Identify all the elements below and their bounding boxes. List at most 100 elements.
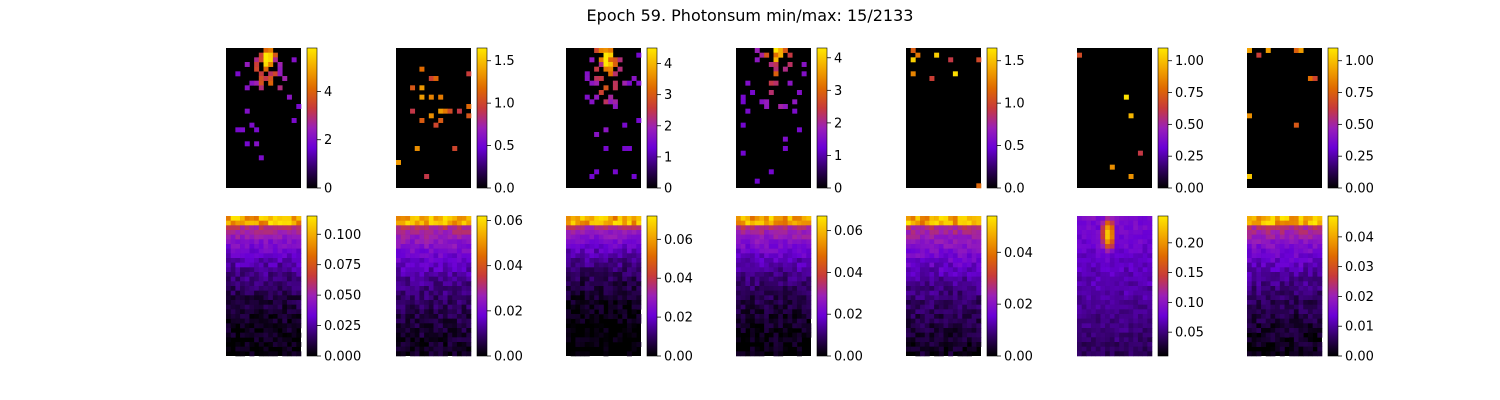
heatmap-cell [736, 318, 741, 324]
heatmap-cell [570, 248, 576, 254]
heatmap-cell [584, 248, 590, 254]
heatmap-cell [1256, 262, 1262, 268]
heatmap-cell [254, 286, 260, 291]
heatmap-cell [566, 328, 571, 333]
heatmap-cell [277, 234, 283, 240]
heatmap-cell [442, 295, 448, 301]
heatmap-cell [1114, 300, 1120, 305]
heatmap-cell [626, 290, 632, 296]
heatmap-cell [1279, 216, 1285, 221]
heatmap-cell [580, 276, 586, 282]
heatmap-cell [1105, 272, 1111, 277]
heatmap-cell [740, 323, 746, 329]
heatmap-cell [759, 239, 765, 245]
heatmap-cell [966, 225, 972, 231]
heatmap-cell [1147, 216, 1153, 221]
heatmap-cell [1270, 253, 1276, 259]
heatmap-cell [1298, 351, 1304, 357]
heatmap-cell [906, 328, 911, 333]
heatmap-cell [906, 281, 911, 287]
heatmap-cell [1312, 309, 1318, 315]
heatmap-cell [792, 262, 798, 268]
heatmap-cell [764, 309, 770, 315]
heatmap-cell [773, 342, 779, 347]
heatmap-cell [230, 290, 236, 296]
heatmap-cell [754, 304, 760, 310]
heatmap-cell [1284, 234, 1290, 240]
heatmap-cell [1251, 332, 1257, 338]
heatmap-cell [291, 248, 297, 254]
heatmap-cell [778, 300, 784, 305]
heatmap-cell [1317, 300, 1323, 305]
heatmap-cell [806, 220, 812, 226]
heatmap-cell [736, 262, 741, 268]
heatmap-cell [768, 337, 774, 343]
heatmap-cell [1279, 230, 1285, 235]
heatmap-cell [1114, 234, 1120, 240]
heatmap-cell [943, 248, 949, 254]
heatmap-cell [433, 342, 439, 347]
heatmap-cell [277, 71, 283, 77]
heatmap-cell [1133, 239, 1139, 245]
heatmap-cell [1247, 234, 1252, 240]
heatmap-cell [1100, 300, 1106, 305]
heatmap-cell [419, 351, 425, 357]
heatmap-cell [759, 318, 765, 324]
heatmap-cell [764, 267, 770, 273]
heatmap-cell [282, 267, 288, 273]
heatmap-cell [286, 304, 292, 310]
heatmap-cell [419, 286, 425, 291]
heatmap-cell [938, 244, 944, 249]
heatmap-cell [570, 244, 576, 249]
heatmap-cell [1133, 295, 1139, 301]
heatmap-cell [1128, 314, 1134, 319]
heatmap-cell [787, 328, 793, 333]
heatmap-cell [801, 220, 807, 226]
heatmap-cell [1077, 234, 1082, 240]
heatmap-cell [1293, 262, 1299, 268]
heatmap-cell [924, 351, 930, 357]
heatmap-cell [617, 318, 623, 324]
heatmap-cell [461, 309, 467, 315]
heatmap-cell [938, 272, 944, 277]
heatmap-cell [1133, 309, 1139, 315]
heatmap-cell [1303, 318, 1309, 324]
heatmap-cell [806, 253, 812, 259]
heatmap-cell [1279, 318, 1285, 324]
heatmap-cell [598, 309, 604, 315]
heatmap-cell [456, 248, 462, 254]
heatmap-cell [906, 244, 911, 249]
heatmap-cell [254, 66, 260, 72]
heatmap-cell [768, 262, 774, 268]
heatmap-cell [240, 258, 246, 263]
heatmap-cell [405, 286, 411, 291]
heatmap-cell [782, 272, 788, 277]
heatmap-cell [466, 300, 472, 305]
heatmap-cell [230, 230, 236, 235]
heatmap-cell [598, 76, 604, 81]
heatmap-cell [226, 216, 231, 221]
heatmap-cell [929, 309, 935, 315]
heatmap-cell [768, 281, 774, 287]
heatmap-cell [1100, 290, 1106, 296]
heatmap-cell [1251, 304, 1257, 310]
heatmap-cell [575, 230, 581, 235]
heatmap-cell [396, 295, 401, 301]
heatmap-cell [943, 262, 949, 268]
heatmap-cell [1307, 216, 1313, 221]
heatmap-cell [631, 225, 637, 231]
heatmap-cell [396, 220, 401, 226]
heatmap-cell [608, 248, 614, 254]
heatmap-cell [1142, 244, 1148, 249]
heatmap-cell [396, 323, 401, 329]
heatmap-cell [456, 342, 462, 347]
heatmap-cell [396, 337, 401, 343]
heatmap-cell [773, 276, 779, 282]
heatmap-cell [1086, 220, 1092, 226]
heatmap-cell [792, 272, 798, 277]
heatmap-cell [226, 272, 231, 277]
heatmap-cell [966, 272, 972, 277]
heatmap-cell [740, 122, 746, 128]
heatmap-cell [612, 258, 618, 263]
